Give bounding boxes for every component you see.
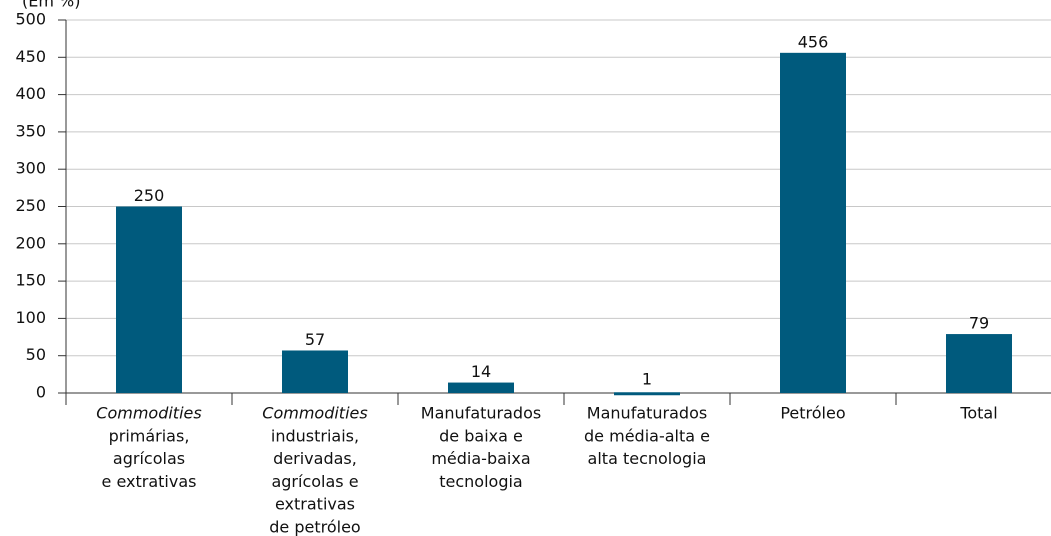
x-tick-label: e extrativas (102, 472, 197, 491)
value-label: 57 (305, 330, 325, 349)
x-tick-label: primárias, (109, 426, 190, 445)
bar (780, 52, 846, 393)
x-tick-label: extrativas (275, 495, 355, 514)
bar (282, 350, 348, 393)
value-label: 1 (642, 370, 652, 389)
bar (614, 392, 680, 396)
x-tick-label: Petróleo (780, 404, 845, 423)
x-tick-label: Total (959, 404, 997, 423)
x-tick-label: alta tecnologia (588, 449, 707, 468)
y-axis-label: (Em %) (22, 0, 80, 11)
y-tick-label: 50 (26, 345, 46, 364)
value-label: 79 (969, 314, 989, 333)
x-tick-label: Commodities (262, 404, 367, 423)
y-tick-label: 200 (15, 233, 46, 252)
bar (116, 206, 182, 393)
x-tick-label: de baixa e (439, 426, 523, 445)
y-tick-label: 450 (15, 47, 46, 66)
y-tick-label: 400 (15, 84, 46, 103)
bar (448, 382, 514, 393)
y-tick-label: 150 (15, 271, 46, 290)
x-tick-label: Manufaturados (587, 404, 707, 423)
x-tick-label: agrícolas (113, 449, 185, 468)
y-tick-label: 300 (15, 159, 46, 178)
y-tick-label: 350 (15, 121, 46, 140)
y-tick-label: 250 (15, 196, 46, 215)
x-tick-label: agrícolas e (271, 472, 358, 491)
x-tick-label: Commodities (96, 404, 201, 423)
value-label: 250 (134, 186, 165, 205)
y-tick-label: 500 (15, 10, 46, 29)
x-tick-label: média-baixa (431, 449, 530, 468)
x-tick-label: derivadas, (273, 449, 357, 468)
value-label: 14 (471, 362, 491, 381)
x-tick-label: de petróleo (269, 518, 360, 536)
x-tick-label: Manufaturados (421, 404, 541, 423)
y-tick-label: 0 (36, 383, 46, 402)
value-label: 456 (798, 32, 829, 51)
x-tick-label: tecnologia (439, 472, 522, 491)
x-tick-label: de média-alta e (584, 426, 710, 445)
x-tick-label: industriais, (271, 426, 359, 445)
y-tick-label: 100 (15, 308, 46, 327)
bar (946, 334, 1012, 393)
